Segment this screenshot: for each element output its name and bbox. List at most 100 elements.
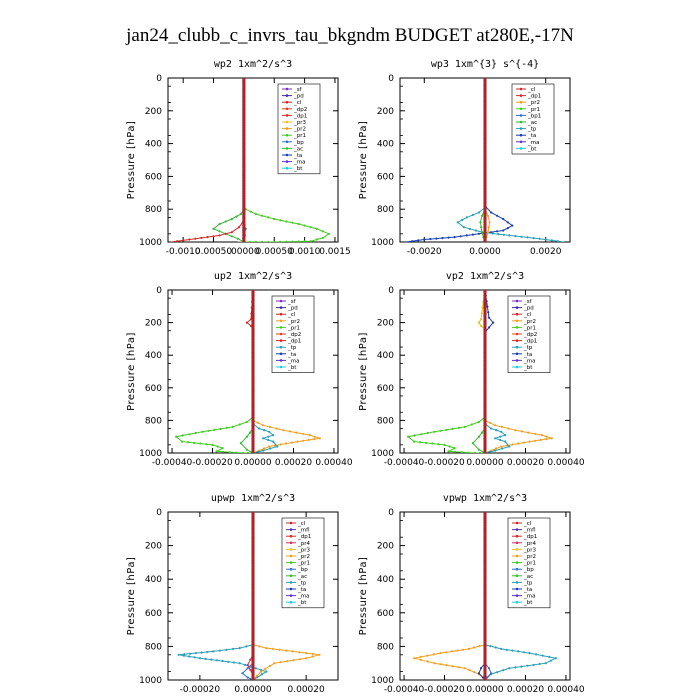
series-marker-cl	[483, 228, 487, 232]
series-marker-cl	[483, 572, 487, 576]
series-marker-pr1	[413, 440, 416, 443]
series-marker-pr1	[267, 240, 270, 242]
series-marker-cl	[251, 642, 255, 646]
series-marker-cl	[483, 545, 487, 549]
y-tick-label: 400	[145, 575, 162, 585]
series-marker-bp	[490, 672, 493, 675]
series-marker-pr1	[454, 450, 457, 453]
series-marker-cl	[483, 437, 487, 441]
series-marker-sf	[242, 86, 246, 91]
series-marker-cl	[483, 204, 487, 209]
series-marker-tp	[254, 667, 257, 670]
legend-entry: _tp	[523, 580, 533, 586]
y-tick-label: 400	[145, 140, 162, 150]
legend-entry: _bp	[297, 567, 308, 573]
series-marker-tp	[263, 429, 266, 432]
series-marker-cl	[483, 199, 487, 203]
series-marker-tp	[262, 449, 265, 452]
series-marker-cl	[251, 413, 255, 417]
series-marker-cl	[251, 634, 255, 638]
series-marker-tp	[206, 650, 209, 654]
legend-entry: _bt	[523, 600, 533, 606]
series-marker-cl	[251, 304, 255, 308]
series-marker-cl	[251, 561, 255, 565]
series-marker-sf	[242, 178, 246, 182]
series-marker-ta	[487, 326, 491, 329]
series-marker-tp	[489, 645, 492, 648]
legend-marker	[519, 120, 523, 124]
series-marker-cl	[483, 450, 487, 453]
series-marker-dp1	[224, 232, 227, 235]
x-tick-label: -0.00040	[384, 685, 425, 695]
series-marker-ta	[506, 221, 509, 224]
series-marker-tp	[238, 662, 241, 665]
series-marker-cl	[483, 523, 487, 528]
legend-marker	[289, 594, 293, 597]
series-marker-pr1	[451, 427, 454, 430]
series-marker-bp	[246, 676, 249, 679]
series-marker-tp	[272, 440, 275, 443]
series-marker-pr1	[175, 435, 178, 438]
series-marker-pr1	[181, 440, 184, 443]
series-marker-cl	[483, 674, 487, 678]
series-marker-pr4	[246, 663, 249, 667]
series-marker-cl	[483, 647, 487, 651]
series-marker-pr2	[275, 427, 278, 430]
series-marker-cl	[251, 542, 255, 546]
series-marker-pr2	[517, 442, 520, 445]
series-marker-cl	[483, 301, 487, 305]
y-tick-label: 1000	[371, 676, 394, 686]
series-marker-cl	[483, 418, 487, 422]
series-marker-tp	[554, 657, 557, 660]
legend-entry: _cl	[523, 312, 532, 318]
series-marker-cl	[251, 309, 255, 313]
legend-marker	[515, 528, 519, 531]
series-marker-pr2	[467, 647, 470, 651]
legend-marker	[285, 120, 289, 124]
series-marker-cl	[251, 604, 255, 608]
legend-entry: _pr2	[293, 127, 306, 133]
series-marker-cl	[483, 392, 487, 396]
legend-marker	[519, 140, 523, 144]
series-marker-pr2	[413, 657, 416, 660]
series-marker-tp	[188, 655, 191, 658]
series-marker-pr2	[268, 445, 271, 448]
series-marker-pr3	[481, 306, 484, 309]
series-marker-tp	[532, 663, 535, 667]
legend-marker	[515, 534, 519, 538]
chart-panel-3: up2 1xm^2/s^3 Pressure [hPa] 0 200 400 600 800…	[126, 271, 353, 468]
y-axis-label: Pressure [hPa]	[358, 557, 369, 636]
legend-entry: _pr2	[527, 100, 540, 106]
series-marker-dp1	[245, 321, 248, 324]
series-marker-cl	[251, 298, 255, 303]
series-marker-cl	[251, 291, 255, 295]
series-marker-cl	[251, 319, 255, 323]
series-marker-cl	[483, 223, 487, 227]
series-marker-cl	[483, 513, 487, 517]
series-marker-cl	[251, 392, 255, 396]
series-marker-sf	[242, 186, 246, 190]
series-marker-cl	[251, 442, 255, 446]
series-marker-ta	[465, 234, 468, 237]
y-tick-label: 200	[145, 542, 162, 552]
legend-marker	[279, 352, 283, 356]
series-marker-cl	[251, 556, 255, 560]
series-marker-cl	[483, 400, 487, 404]
y-tick-label: 600	[145, 172, 162, 182]
y-tick-label: 800	[377, 416, 394, 426]
series-marker-pr2	[308, 434, 311, 437]
series-marker-cl	[483, 309, 487, 313]
series-marker-tp	[532, 237, 535, 240]
legend-entry: _cl	[293, 100, 302, 106]
plot-area	[177, 512, 321, 680]
series-marker-cl	[251, 671, 255, 675]
series-marker-cl	[251, 327, 255, 331]
legend-entry: _cl	[527, 87, 536, 93]
series-marker-pr1	[215, 450, 218, 453]
series-marker-pr1	[443, 443, 446, 446]
legend-entry: _bp1	[527, 113, 541, 119]
series-marker-cl	[251, 512, 255, 514]
series-marker-tp	[520, 235, 523, 238]
series-marker-cl	[483, 542, 487, 546]
series-marker-sf	[242, 183, 246, 188]
